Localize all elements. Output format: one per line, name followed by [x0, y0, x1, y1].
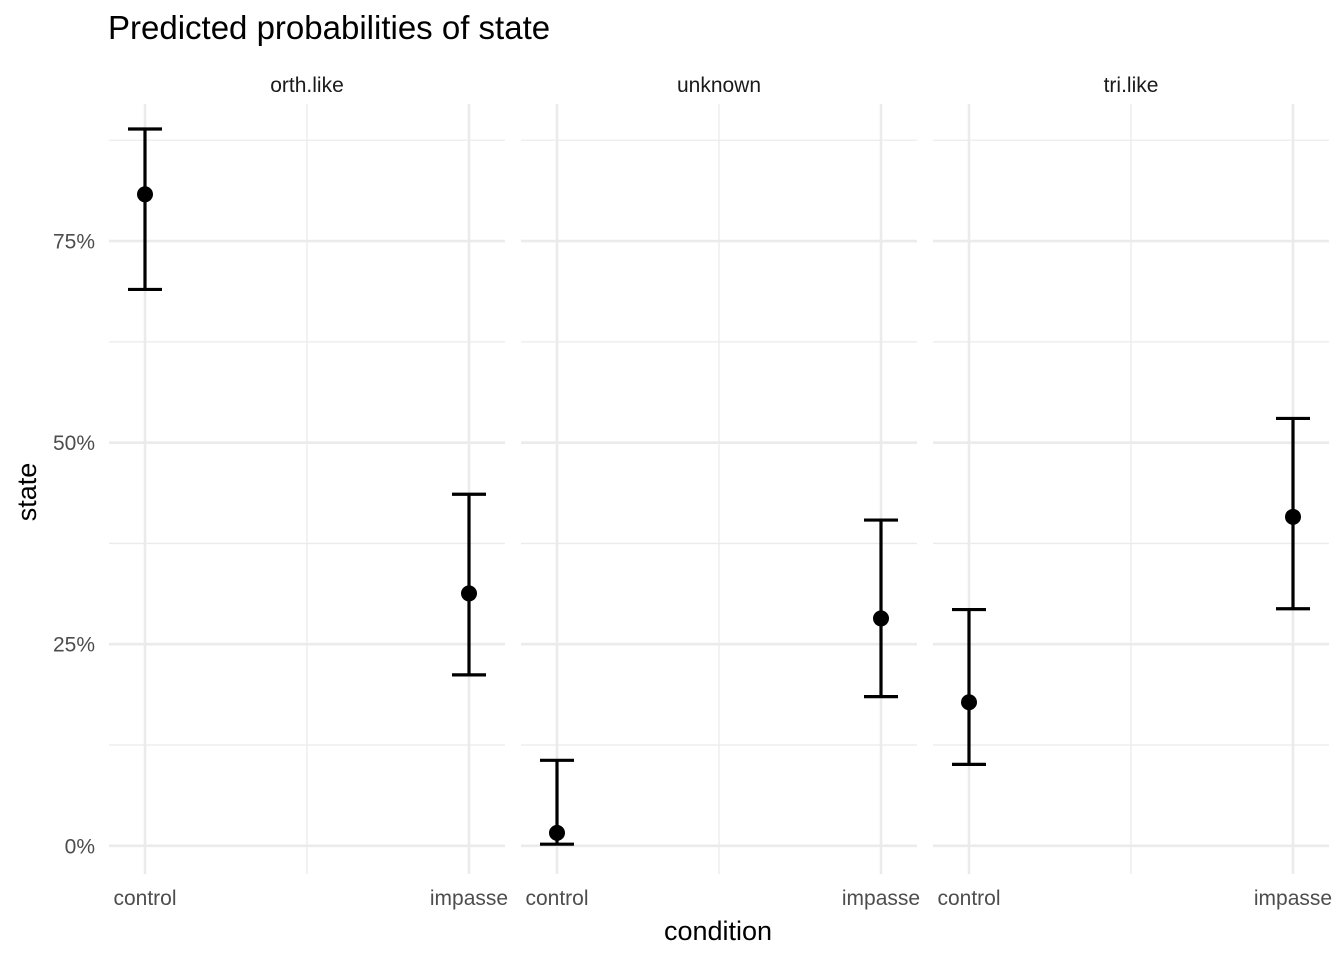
- facet-strip-label: tri.like: [1104, 74, 1159, 97]
- error-bar: [127, 127, 162, 292]
- y-axis: 0% 25% 50% 75%: [53, 231, 95, 859]
- y-tick-label: 0%: [65, 835, 95, 858]
- facet-panel-tri-like: tri.like control impasse: [933, 74, 1332, 910]
- data-point: [548, 824, 565, 841]
- x-tick-label: control: [525, 887, 588, 910]
- y-axis-title: state: [12, 463, 42, 522]
- x-tick-label: impasse: [1254, 887, 1332, 910]
- data-point: [960, 694, 977, 711]
- x-tick-label: impasse: [842, 887, 920, 910]
- y-tick-label: 50%: [53, 432, 95, 455]
- data-point: [461, 585, 478, 602]
- error-bar: [864, 518, 899, 699]
- facet-strip-label: unknown: [677, 74, 761, 97]
- facet-strip-label: orth.like: [270, 74, 344, 97]
- x-tick-label: impasse: [430, 887, 508, 910]
- y-tick-label: 75%: [53, 231, 95, 254]
- facet-panels: orth.like control impasse unknown control imp…: [109, 74, 1332, 910]
- chart-title: Predicted probabilities of state: [108, 9, 550, 46]
- y-tick-label: 25%: [53, 634, 95, 657]
- data-point: [1285, 508, 1302, 525]
- error-bar: [452, 492, 487, 677]
- data-point: [136, 186, 153, 203]
- facet-panel-unknown: unknown control impasse: [521, 74, 920, 910]
- x-tick-label: control: [113, 887, 176, 910]
- x-tick-label: control: [937, 887, 1000, 910]
- data-point: [873, 610, 890, 627]
- facet-panel-orth-like: orth.like control impasse: [109, 74, 508, 910]
- x-axis-title: condition: [664, 916, 772, 946]
- error-bar: [951, 607, 986, 766]
